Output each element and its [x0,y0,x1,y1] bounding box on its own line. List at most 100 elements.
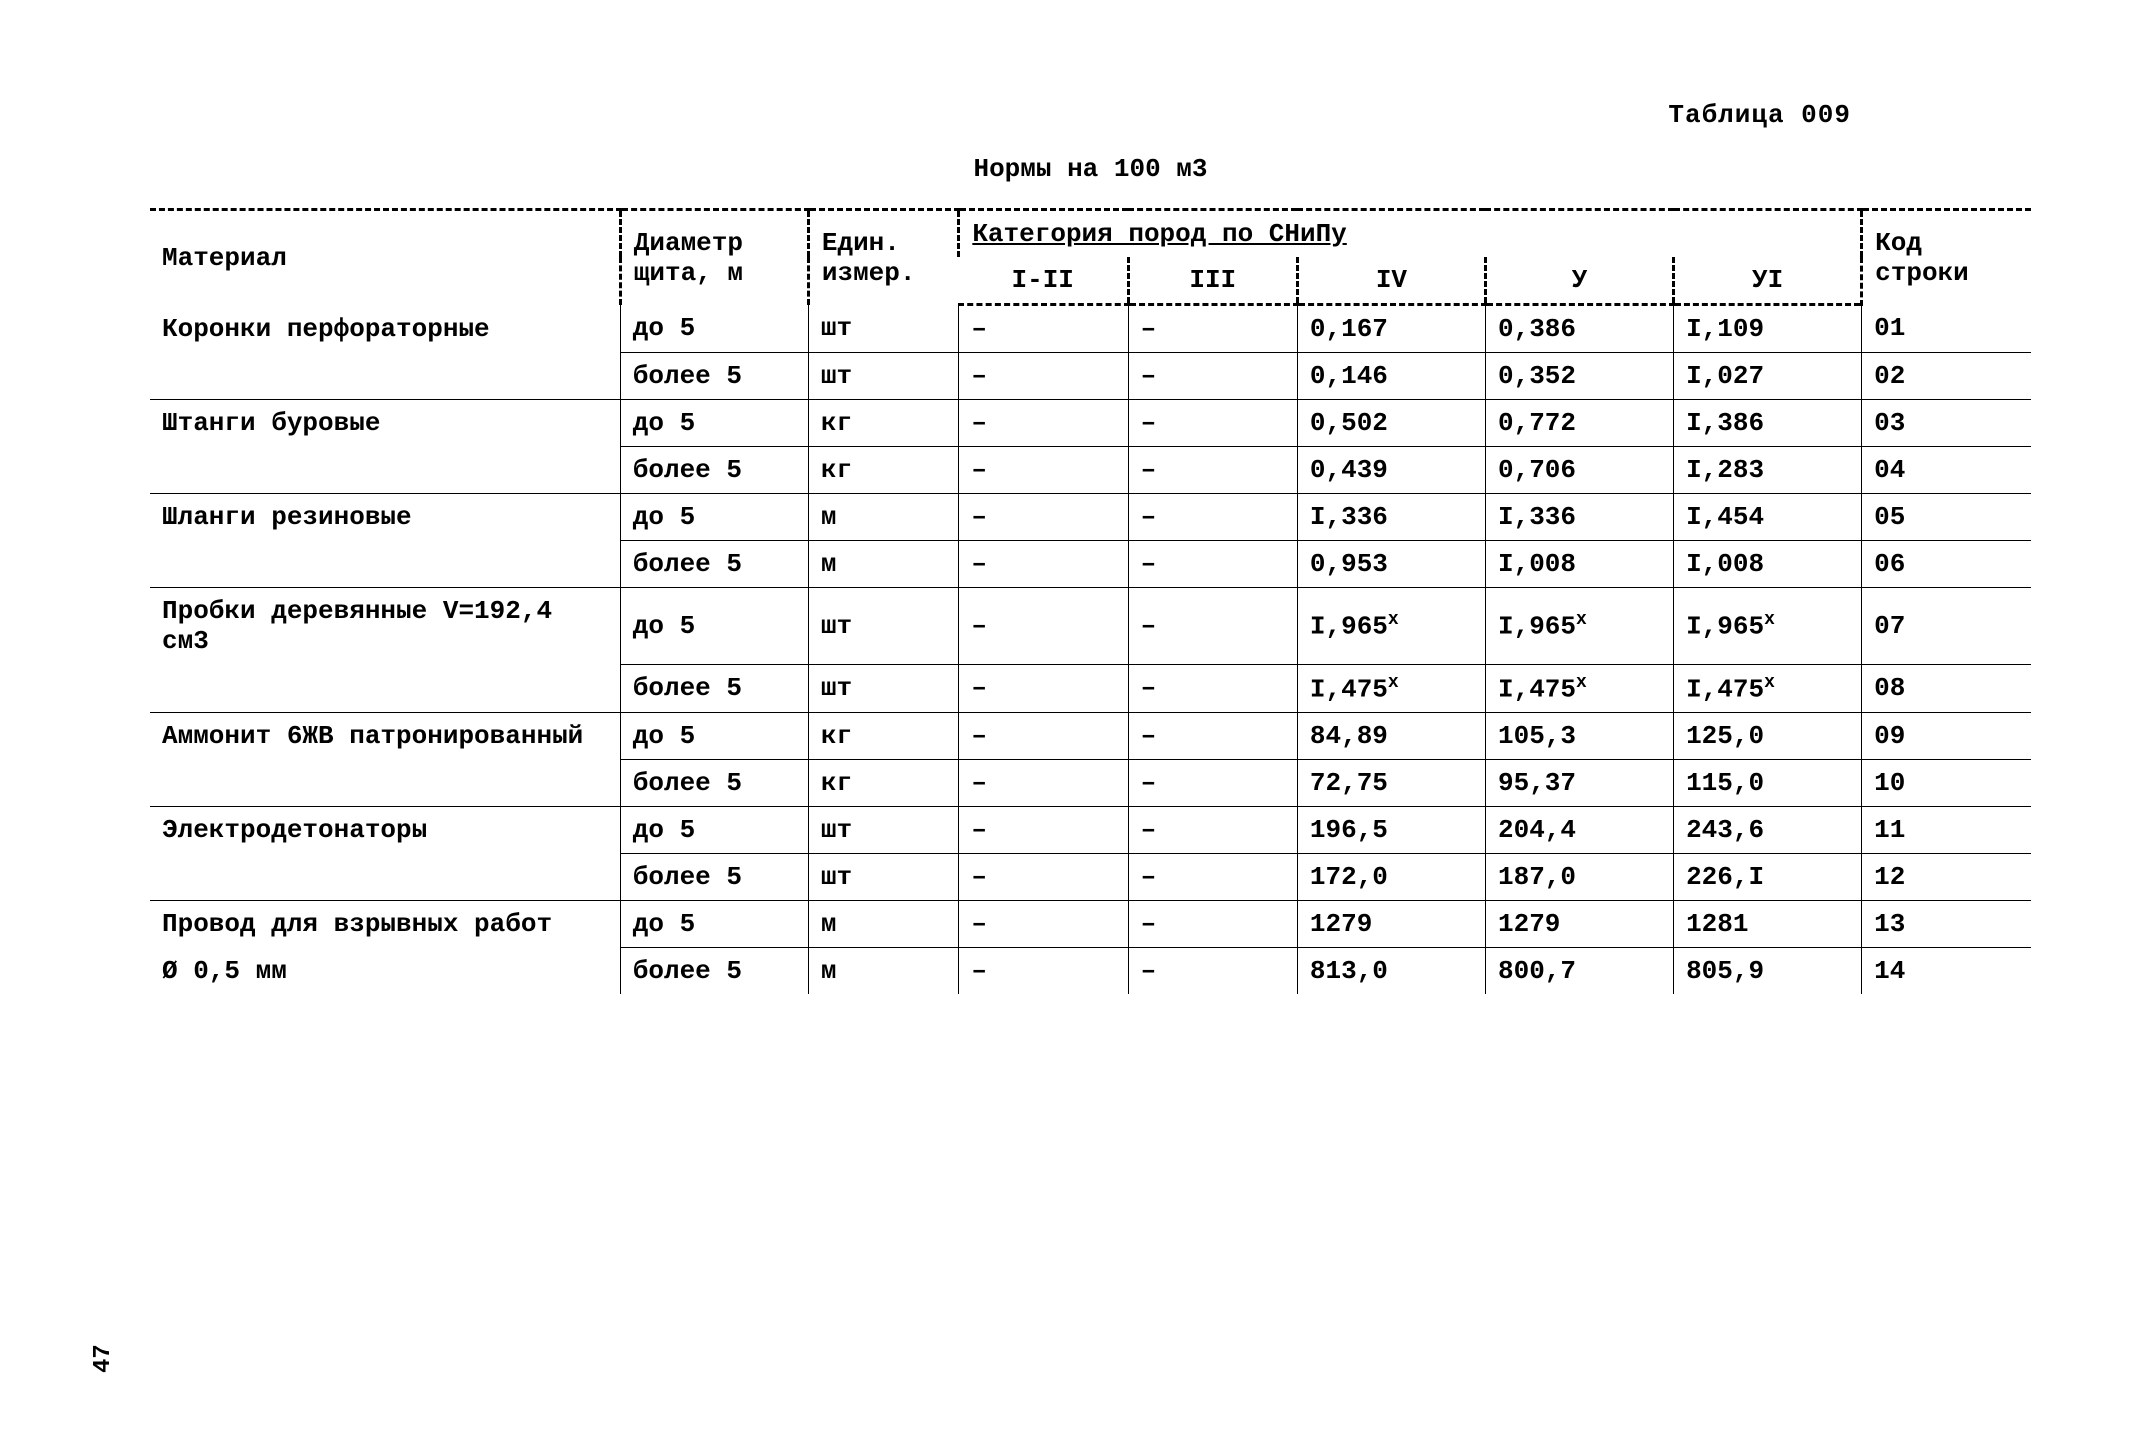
col-code: Код строки [1862,210,2031,305]
cell-material: Пробки деревянные V=192,4 см3 [150,588,620,665]
cell-c4: 0,772 [1485,400,1673,447]
cell-material: Шланги резиновые [150,494,620,541]
table-row: более 5м––0,953I,008I,00806 [150,541,2031,588]
cell-unit: кг [808,713,958,760]
cell-material: Аммонит 6ЖВ патронированный [150,713,620,760]
cell-c2: – [1128,494,1297,541]
cell-c1: – [959,854,1128,901]
cell-c2: – [1128,901,1297,948]
cell-material [150,447,620,494]
col-diameter: Диаметр щита, м [620,210,808,305]
cell-c3: 84,89 [1297,713,1485,760]
cell-code: 08 [1862,664,2031,713]
cell-c3: I,336 [1297,494,1485,541]
cell-material: Электродетонаторы [150,807,620,854]
cell-c5: I,109 [1674,305,1862,353]
cell-c4: I,008 [1485,541,1673,588]
cell-diameter: до 5 [620,400,808,447]
col-cat-1: I-II [959,257,1128,305]
cell-code: 06 [1862,541,2031,588]
cell-diameter: более 5 [620,541,808,588]
cell-c1: – [959,760,1128,807]
col-cat-3: IV [1297,257,1485,305]
cell-c1: – [959,588,1128,665]
cell-c3: I,475x [1297,664,1485,713]
table-row: более 5кг––72,7595,37115,010 [150,760,2031,807]
cell-unit: кг [808,447,958,494]
cell-c2: – [1128,948,1297,995]
cell-c3: 0,502 [1297,400,1485,447]
cell-diameter: до 5 [620,588,808,665]
cell-material [150,760,620,807]
cell-diameter: до 5 [620,713,808,760]
table-row: Шланги резиновыедо 5м––I,336I,336I,45405 [150,494,2031,541]
cell-c4: 1279 [1485,901,1673,948]
cell-code: 04 [1862,447,2031,494]
cell-material [150,854,620,901]
cell-c4: I,336 [1485,494,1673,541]
cell-material [150,541,620,588]
cell-c1: – [959,353,1128,400]
cell-code: 05 [1862,494,2031,541]
col-category-group: Категория пород по СНиПу [959,210,1862,258]
cell-diameter: до 5 [620,901,808,948]
cell-c4: I,475x [1485,664,1673,713]
cell-unit: шт [808,664,958,713]
cell-unit: м [808,494,958,541]
cell-code: 09 [1862,713,2031,760]
page-number: 47 [90,1344,117,1373]
cell-material [150,353,620,400]
col-cat-4: У [1485,257,1673,305]
cell-c3: 196,5 [1297,807,1485,854]
cell-diameter: более 5 [620,447,808,494]
table-row: Ø 0,5 ммболее 5м––813,0800,7805,914 [150,948,2031,995]
cell-c4: 800,7 [1485,948,1673,995]
cell-c5: I,454 [1674,494,1862,541]
cell-code: 11 [1862,807,2031,854]
cell-code: 07 [1862,588,2031,665]
cell-unit: шт [808,588,958,665]
cell-c2: – [1128,664,1297,713]
cell-c4: 0,706 [1485,447,1673,494]
cell-c2: – [1128,541,1297,588]
cell-unit: кг [808,400,958,447]
cell-code: 14 [1862,948,2031,995]
cell-c2: – [1128,353,1297,400]
cell-material [150,664,620,713]
cell-material: Ø 0,5 мм [150,948,620,995]
table-row: более 5кг––0,4390,706I,28304 [150,447,2031,494]
cell-c2: – [1128,760,1297,807]
cell-c2: – [1128,854,1297,901]
cell-c4: 0,352 [1485,353,1673,400]
cell-c5: 1281 [1674,901,1862,948]
cell-c3: 0,146 [1297,353,1485,400]
table-row: Аммонит 6ЖВ патронированныйдо 5кг––84,89… [150,713,2031,760]
cell-c3: 0,439 [1297,447,1485,494]
cell-unit: м [808,541,958,588]
cell-c1: – [959,494,1128,541]
cell-c5: 805,9 [1674,948,1862,995]
cell-c1: – [959,807,1128,854]
table-row: Пробки деревянные V=192,4 см3до 5шт––I,9… [150,588,2031,665]
cell-c4: 204,4 [1485,807,1673,854]
table-row: более 5шт––I,475xI,475xI,475x08 [150,664,2031,713]
cell-unit: шт [808,353,958,400]
cell-diameter: более 5 [620,854,808,901]
cell-c1: – [959,901,1128,948]
cell-c3: 172,0 [1297,854,1485,901]
cell-c3: I,965x [1297,588,1485,665]
cell-c2: – [1128,447,1297,494]
cell-diameter: до 5 [620,494,808,541]
table-row: более 5шт––0,1460,352I,02702 [150,353,2031,400]
cell-diameter: более 5 [620,948,808,995]
cell-c1: – [959,664,1128,713]
cell-unit: шт [808,807,958,854]
cell-c5: I,283 [1674,447,1862,494]
cell-c5: I,027 [1674,353,1862,400]
cell-c5: I,475x [1674,664,1862,713]
cell-c1: – [959,305,1128,353]
col-unit: Един. измер. [808,210,958,305]
cell-c4: 187,0 [1485,854,1673,901]
cell-material: Штанги буровые [150,400,620,447]
cell-code: 02 [1862,353,2031,400]
